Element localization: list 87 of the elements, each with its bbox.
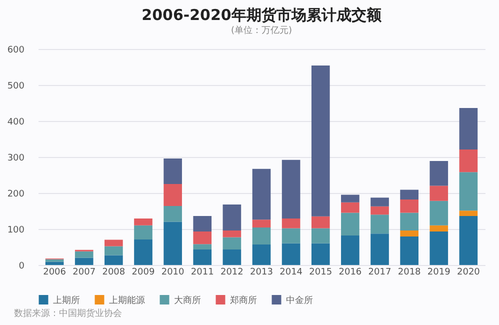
bar: [341, 194, 360, 202]
bar: [430, 160, 448, 186]
bar: [459, 172, 478, 211]
bar: [400, 199, 418, 213]
y-tick-label: 0: [18, 262, 25, 272]
bar: [341, 212, 360, 236]
bar: [400, 190, 418, 200]
bar: [252, 228, 271, 244]
legend-label: 郑商所: [230, 294, 257, 306]
x-tick-label: 2014: [280, 268, 303, 278]
bar: [45, 259, 64, 262]
legend-label: 大商所: [174, 294, 201, 306]
bar: [193, 232, 212, 244]
chart-subtitle: (单位：万亿元): [230, 25, 292, 36]
x-tick-label: 2013: [250, 268, 273, 278]
bar: [193, 250, 212, 265]
bar: [164, 158, 182, 184]
bar: [74, 251, 94, 258]
bar: [74, 258, 94, 265]
x-tick-label: 2010: [161, 268, 185, 278]
bar: [282, 218, 300, 228]
legend-label: 中金所: [286, 294, 313, 306]
bar: [370, 214, 389, 234]
x-tick-label: 2017: [368, 268, 392, 278]
x-tick-label: 2015: [309, 268, 332, 278]
bar: [400, 212, 418, 230]
bar: [134, 225, 152, 240]
bar: [400, 236, 418, 265]
bar: [193, 244, 212, 250]
y-tick-label: 500: [7, 82, 25, 92]
bar: [193, 216, 212, 232]
bar: [459, 216, 478, 265]
bar: [252, 220, 271, 228]
bar: [252, 244, 271, 265]
bar: [134, 218, 152, 226]
chart-title: 2006-2020年期货市场累计成交额: [142, 6, 382, 24]
bar: [311, 228, 330, 244]
y-tick-label: 600: [7, 46, 25, 56]
bar: [222, 204, 242, 230]
y-tick-label: 300: [7, 154, 25, 164]
legend-label: 上期能源: [109, 294, 145, 306]
bar: [459, 149, 478, 172]
bar: [282, 160, 300, 219]
bar: [134, 239, 152, 265]
bar: [311, 66, 330, 216]
bar: [430, 186, 448, 201]
x-tick-label: 2019: [427, 268, 451, 278]
bar: [430, 232, 448, 265]
x-tick-label: 2012: [220, 268, 244, 278]
x-tick-label: 2006: [43, 268, 66, 278]
bar: [370, 198, 389, 206]
bar: [164, 184, 182, 206]
bar: [104, 255, 123, 265]
bar: [252, 168, 271, 220]
bar: [222, 237, 242, 250]
bar: [164, 206, 182, 222]
x-tick-label: 2009: [132, 268, 155, 278]
x-tick-label: 2016: [338, 268, 362, 278]
x-tick-label: 2008: [102, 268, 126, 278]
bar: [104, 246, 123, 256]
bar: [104, 240, 123, 246]
bar: [370, 234, 389, 265]
bar: [45, 262, 64, 265]
bar: [222, 230, 242, 238]
y-tick-label: 200: [7, 190, 25, 200]
bar: [311, 243, 330, 265]
bar: [341, 235, 360, 265]
bar: [282, 228, 300, 244]
y-tick-label: 100: [7, 226, 25, 236]
x-tick-label: 2007: [72, 268, 96, 278]
bar: [282, 243, 300, 265]
bar: [459, 210, 478, 216]
bar: [164, 222, 182, 265]
bar: [311, 216, 330, 228]
x-tick-label: 2011: [190, 268, 214, 278]
bar: [341, 202, 360, 213]
x-tick-label: 2018: [398, 268, 422, 278]
bar: [430, 200, 448, 226]
bar: [222, 250, 242, 265]
x-tick-label: 2020: [456, 268, 480, 278]
source-note: 数据来源：中国期货业协会: [13, 308, 123, 321]
legend-label: 上期所: [53, 294, 80, 306]
y-tick-label: 400: [7, 118, 25, 128]
bar: [430, 225, 448, 232]
bar: [370, 206, 389, 215]
bar: [400, 230, 418, 237]
bar: [459, 108, 478, 150]
